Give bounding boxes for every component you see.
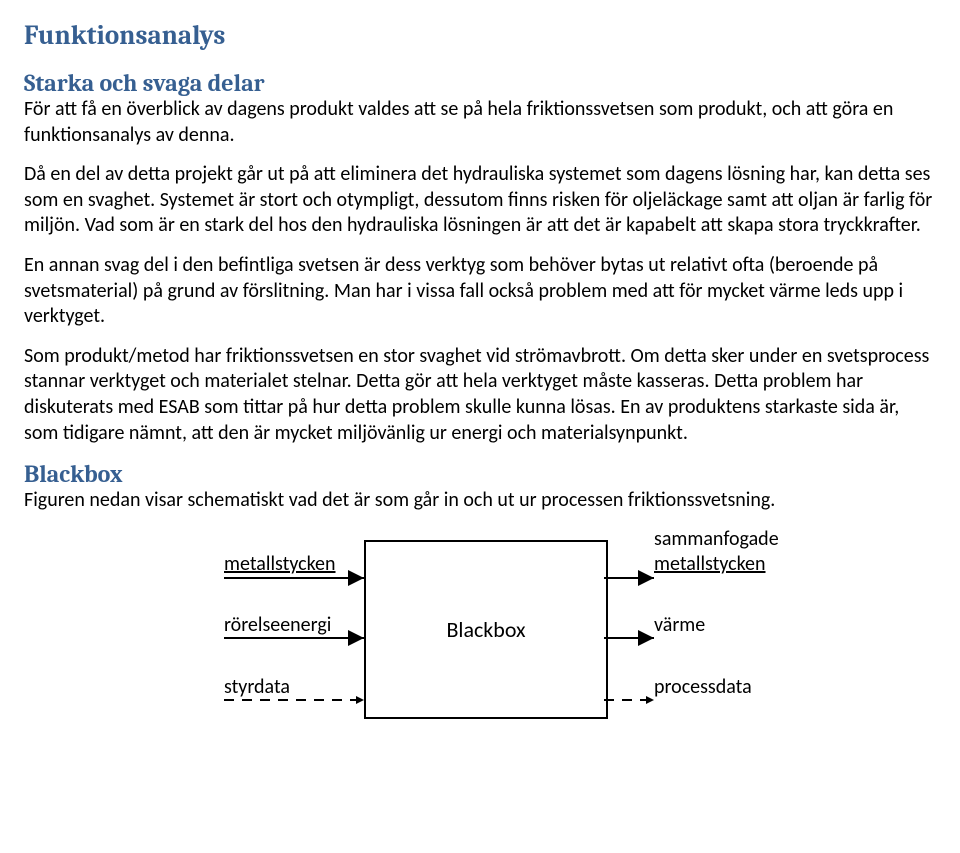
blackbox-diagram: Blackbox metallstycken rörelseenergi sty… [164,520,884,735]
paragraph-power-failure: Som produkt/metod har friktionssvetsen e… [24,344,936,446]
paragraph-blackbox-caption: Figuren nedan visar schematiskt vad det … [24,488,936,514]
paragraph-intro: För att få en överblick av dagens produk… [24,97,936,148]
section-heading-strengths: Starka och svaga delar [24,69,936,97]
section-heading-blackbox: Blackbox [24,460,936,488]
paragraph-hydraulic: Då en del av detta projekt går ut på att… [24,162,936,239]
page-title: Funktionsanalys [24,20,936,51]
arrow-out-3-dashed [164,520,884,735]
paragraph-tool-wear: En annan svag del i den befintliga svets… [24,253,936,330]
